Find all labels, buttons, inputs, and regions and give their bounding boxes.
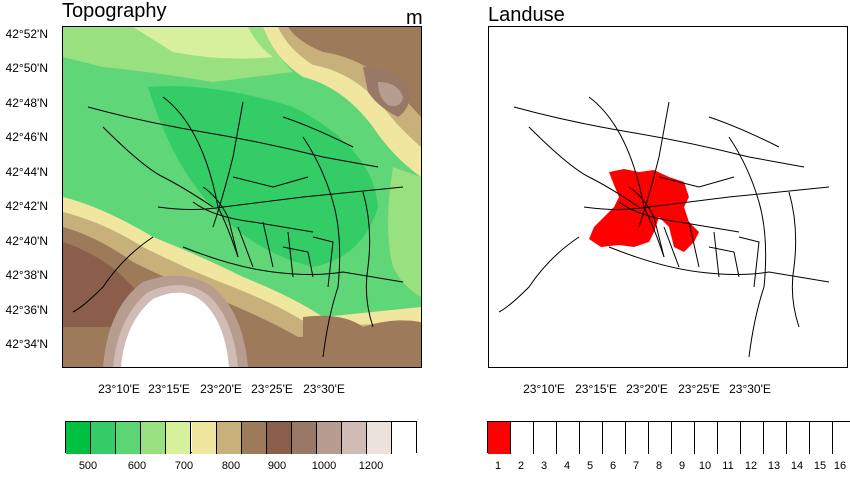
colorbar-swatch (580, 422, 603, 454)
y-tick-label: 42°38'N (5, 268, 48, 282)
colorbar-label: 16 (833, 460, 847, 472)
x-tick-label: 23°30'E (303, 382, 345, 396)
colorbar-swatch (787, 422, 810, 454)
colorbar-swatch (191, 422, 217, 454)
x-tick-label: 23°25'E (251, 382, 293, 396)
colorbar-swatch (695, 422, 718, 454)
y-tick-label: 42°48'N (5, 96, 48, 110)
colorbar-label: 1 (494, 460, 502, 472)
colorbar-swatch (649, 422, 672, 454)
colorbar-swatch (741, 422, 764, 454)
colorbar-swatch (66, 422, 92, 454)
colorbar-swatch (116, 422, 142, 454)
colorbar-label: 6 (609, 460, 617, 472)
colorbar-label: 10 (698, 460, 712, 472)
colorbar-swatch (603, 422, 626, 454)
colorbar-swatch (91, 422, 117, 454)
x-tick-label: 23°15'E (148, 382, 190, 396)
topography-map (62, 26, 422, 368)
landuse-map (488, 26, 848, 368)
landuse-colorbar (487, 421, 850, 454)
colorbar-swatch (266, 422, 292, 454)
colorbar-swatch (291, 422, 317, 454)
y-tick-label: 42°42'N (5, 199, 48, 213)
y-tick-label: 42°44'N (5, 165, 48, 179)
colorbar-label: 15 (813, 460, 827, 472)
colorbar-swatch (488, 422, 511, 454)
topography-colorbar (65, 421, 417, 454)
y-tick-label: 42°50'N (5, 61, 48, 75)
y-tick-label: 42°52'N (5, 27, 48, 41)
colorbar-label: 700 (174, 460, 194, 472)
x-tick-label: 23°10'E (523, 382, 565, 396)
x-tick-label: 23°10'E (98, 382, 140, 396)
colorbar-label: 1200 (358, 460, 384, 472)
colorbar-label: 12 (744, 460, 758, 472)
x-tick-label: 23°30'E (729, 382, 771, 396)
colorbar-swatch (626, 422, 649, 454)
colorbar-swatch (534, 422, 557, 454)
colorbar-label: 900 (267, 460, 287, 472)
landuse-map-svg (498, 96, 830, 358)
unit-label: m (406, 7, 423, 29)
colorbar-label: 14 (790, 460, 804, 472)
colorbar-swatch (810, 422, 833, 454)
colorbar-swatch (367, 422, 393, 454)
colorbar-label: 800 (221, 460, 241, 472)
colorbar-swatch (216, 422, 242, 454)
colorbar-swatch (511, 422, 534, 454)
colorbar-swatch (718, 422, 741, 454)
y-tick-label: 42°46'N (5, 130, 48, 144)
colorbar-label: 3 (540, 460, 548, 472)
road-network (72, 96, 404, 358)
colorbar-swatch (557, 422, 580, 454)
colorbar-label: 600 (127, 460, 147, 472)
colorbar-swatch (392, 422, 416, 454)
y-tick-label: 42°34'N (5, 337, 48, 351)
topography-map-svg (63, 27, 421, 367)
colorbar-swatch (672, 422, 695, 454)
x-tick-label: 23°15'E (575, 382, 617, 396)
y-tick-label: 42°36'N (5, 303, 48, 317)
colorbar-swatch (764, 422, 787, 454)
y-tick-label: 42°40'N (5, 234, 48, 248)
colorbar-swatch (317, 422, 343, 454)
colorbar-swatch (342, 422, 368, 454)
colorbar-label: 9 (678, 460, 686, 472)
colorbar-label: 8 (655, 460, 663, 472)
colorbar-label: 1000 (311, 460, 337, 472)
x-tick-label: 23°20'E (626, 382, 668, 396)
colorbar-label: 13 (767, 460, 781, 472)
colorbar-label: 2 (517, 460, 525, 472)
colorbar-label: 7 (632, 460, 640, 472)
colorbar-label: 4 (563, 460, 571, 472)
colorbar-swatch (241, 422, 267, 454)
landuse-title: Landuse (488, 4, 565, 26)
topography-title: Topography (62, 0, 167, 22)
x-tick-label: 23°25'E (678, 382, 720, 396)
colorbar-label: 500 (78, 460, 98, 472)
colorbar-swatch (141, 422, 167, 454)
colorbar-label: 11 (722, 460, 734, 472)
road-network (498, 96, 830, 358)
colorbar-swatch (833, 422, 850, 454)
x-tick-label: 23°20'E (200, 382, 242, 396)
colorbar-swatch (166, 422, 192, 454)
colorbar-label: 5 (586, 460, 594, 472)
